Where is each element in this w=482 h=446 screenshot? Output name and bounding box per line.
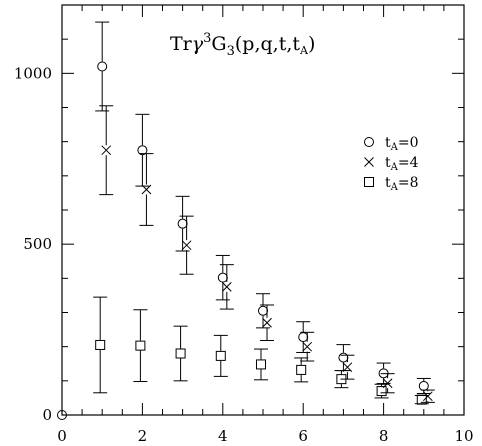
x-tick-labels: 0 2 4 6 8 10 (57, 427, 473, 445)
x-tick-label: 0 (57, 427, 67, 445)
title-gamma: γ (192, 33, 204, 55)
cross-point (422, 391, 433, 402)
title-close: ) (308, 33, 315, 55)
error-bar (334, 370, 349, 389)
square-point (215, 350, 226, 361)
error-bar (253, 348, 268, 381)
square-point (336, 374, 347, 385)
error-bar (294, 357, 309, 383)
legend-label: tA=0 (385, 135, 419, 153)
square-point (255, 359, 266, 370)
circle-point (97, 61, 108, 72)
title-g-sub: 3 (227, 44, 235, 59)
cross-point (342, 362, 353, 373)
circle-point (177, 218, 188, 229)
square-point (376, 386, 387, 397)
square-point (175, 348, 186, 359)
legend-square-marker (364, 177, 374, 187)
cross-point (262, 317, 272, 328)
error-bar (133, 309, 148, 383)
y-tick-label: 500 (23, 235, 52, 253)
x-tick-label: 2 (138, 427, 148, 445)
chart-title: Trγ3G3(p,q,t,tA) (170, 31, 315, 59)
circle-point (338, 352, 349, 363)
error-bar (175, 195, 190, 252)
error-bar (256, 293, 270, 329)
square-point (296, 364, 307, 375)
error-bar (99, 105, 114, 196)
error-bar (260, 304, 275, 342)
data-markers (57, 61, 433, 420)
x-tick-label: 4 (218, 427, 228, 445)
error-bars (93, 21, 435, 405)
cross-point (101, 145, 112, 156)
error-bar (416, 377, 431, 394)
square-point (416, 394, 427, 405)
y-tick-label: 0 (42, 406, 52, 424)
x-tick-label: 8 (379, 427, 389, 445)
square-point (135, 340, 146, 351)
title-g: G (211, 33, 226, 55)
cross-point (181, 240, 192, 251)
title-args-sub: A (299, 44, 309, 57)
legend-label: tA=4 (385, 155, 419, 173)
legend-label: tA=8 (385, 175, 419, 193)
error-bar (173, 325, 188, 382)
error-bar (93, 296, 108, 394)
y-tick-label: 1000 (14, 64, 52, 82)
circle-point (57, 410, 67, 420)
circle-point (258, 305, 268, 316)
error-bar (95, 21, 110, 112)
error-bar (213, 334, 228, 377)
circle-point (378, 368, 389, 379)
x-tick-label: 6 (298, 427, 308, 445)
title-prefix: Tr (170, 33, 193, 55)
circle-point (298, 332, 309, 343)
square-point (95, 339, 106, 350)
plot-frame (61, 4, 465, 416)
y-tick-labels: 0 500 1000 (14, 64, 52, 424)
legend-cross-marker (364, 157, 374, 167)
cross-point (141, 184, 152, 195)
circle-point (418, 380, 429, 391)
x-tick-label: 10 (454, 427, 473, 445)
error-bar (135, 113, 150, 187)
cross-point (221, 282, 232, 292)
circle-point (217, 272, 228, 283)
title-gamma-sup: 3 (203, 31, 211, 46)
error-bar (179, 215, 194, 275)
error-bar (139, 153, 154, 226)
legend: tA=0 tA=4 tA=8 (364, 135, 419, 193)
error-bar (296, 321, 311, 353)
cross-point (302, 341, 313, 352)
axis-ticks (61, 4, 465, 416)
circle-point (137, 145, 148, 156)
legend-circle-marker (364, 137, 374, 147)
title-args: (p,q,t,t (235, 33, 300, 55)
